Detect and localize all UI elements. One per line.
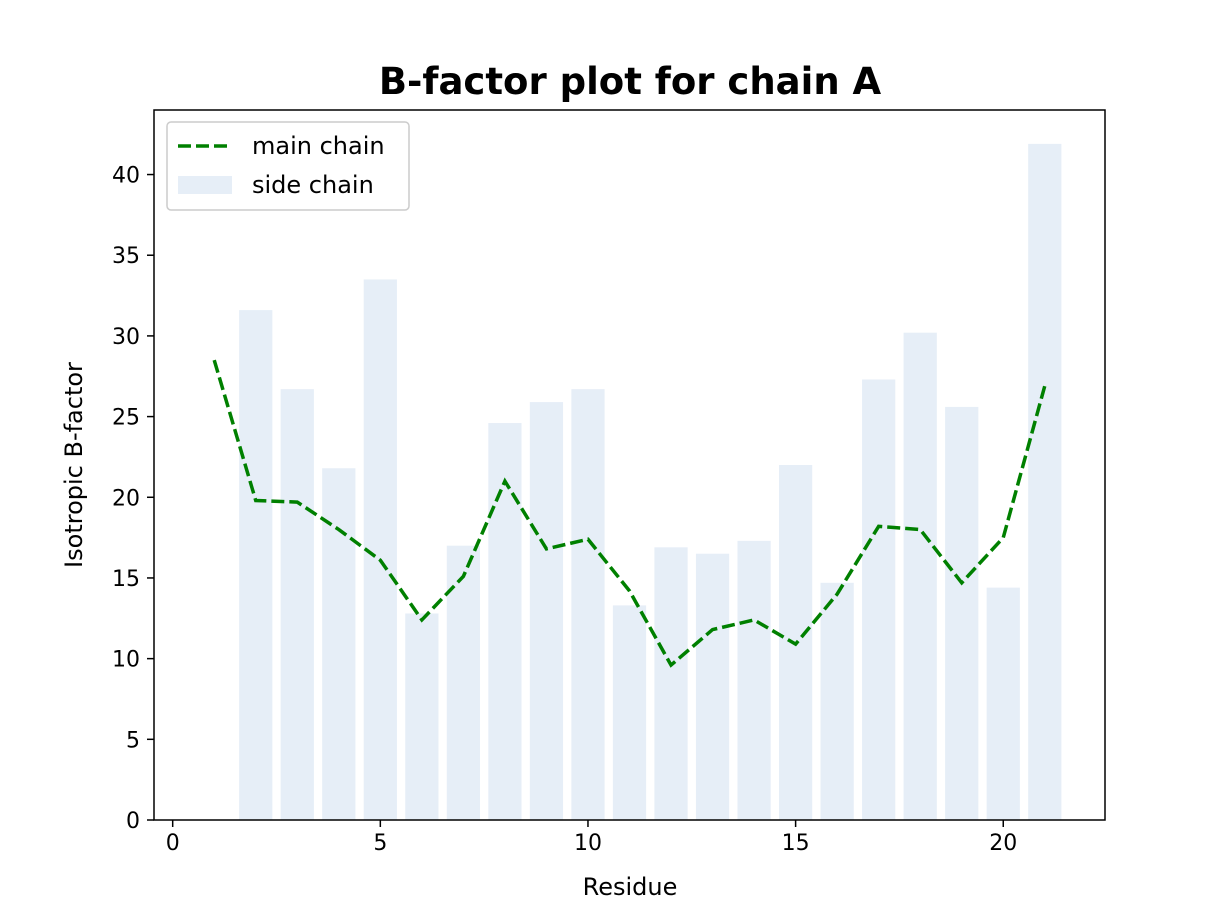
side-chain-bar xyxy=(986,587,1020,820)
side-chain-bar xyxy=(612,605,647,820)
side-chain-bar xyxy=(654,547,688,820)
side-chain-bar xyxy=(488,423,522,820)
legend-side-chain-swatch xyxy=(178,176,232,194)
x-tick-label: 0 xyxy=(166,831,180,856)
x-tick-label: 20 xyxy=(989,831,1017,856)
y-tick-label: 0 xyxy=(126,809,140,834)
x-tick-label: 10 xyxy=(574,831,602,856)
side-chain-bar xyxy=(239,310,273,820)
side-chain-bar xyxy=(1028,143,1062,821)
side-chain-bar xyxy=(529,402,564,820)
y-axis: 0 5 10 15 20 25 30 35 40 xyxy=(112,164,154,834)
plot-frame xyxy=(153,109,1106,821)
x-axis-label: Residue xyxy=(583,873,678,901)
side-chain-bar xyxy=(820,582,854,820)
y-tick-label: 15 xyxy=(112,567,140,592)
y-tick-label: 35 xyxy=(112,244,140,269)
side-chain-bars xyxy=(239,143,1062,821)
side-chain-bar xyxy=(363,279,397,820)
side-chain-bar xyxy=(737,540,771,820)
x-axis: 0 5 10 15 20 xyxy=(166,820,1017,856)
side-chain-bar xyxy=(862,379,896,820)
y-tick-label: 10 xyxy=(112,648,140,673)
x-tick-label: 15 xyxy=(782,831,810,856)
y-tick-label: 40 xyxy=(112,164,140,189)
y-tick-label: 20 xyxy=(112,486,140,511)
side-chain-bar xyxy=(322,468,356,820)
side-chain-bar xyxy=(446,545,480,820)
side-chain-bar xyxy=(571,389,605,820)
y-tick-label: 25 xyxy=(112,406,140,431)
x-tick-label: 5 xyxy=(373,831,387,856)
y-axis-label: Isotropic B-factor xyxy=(60,362,88,568)
chart-title: B-factor plot for chain A xyxy=(379,60,882,103)
y-tick-label: 30 xyxy=(112,325,140,350)
side-chain-bar xyxy=(280,389,314,820)
y-tick-label: 5 xyxy=(126,728,140,753)
legend-main-chain-label: main chain xyxy=(252,132,385,160)
side-chain-bar xyxy=(695,553,730,820)
side-chain-bar xyxy=(945,406,979,820)
legend: main chain side chain xyxy=(166,121,410,211)
legend-side-chain-label: side chain xyxy=(252,171,374,199)
side-chain-bar xyxy=(903,332,937,820)
main-chain-line xyxy=(212,359,1047,668)
side-chain-bar xyxy=(405,613,439,820)
